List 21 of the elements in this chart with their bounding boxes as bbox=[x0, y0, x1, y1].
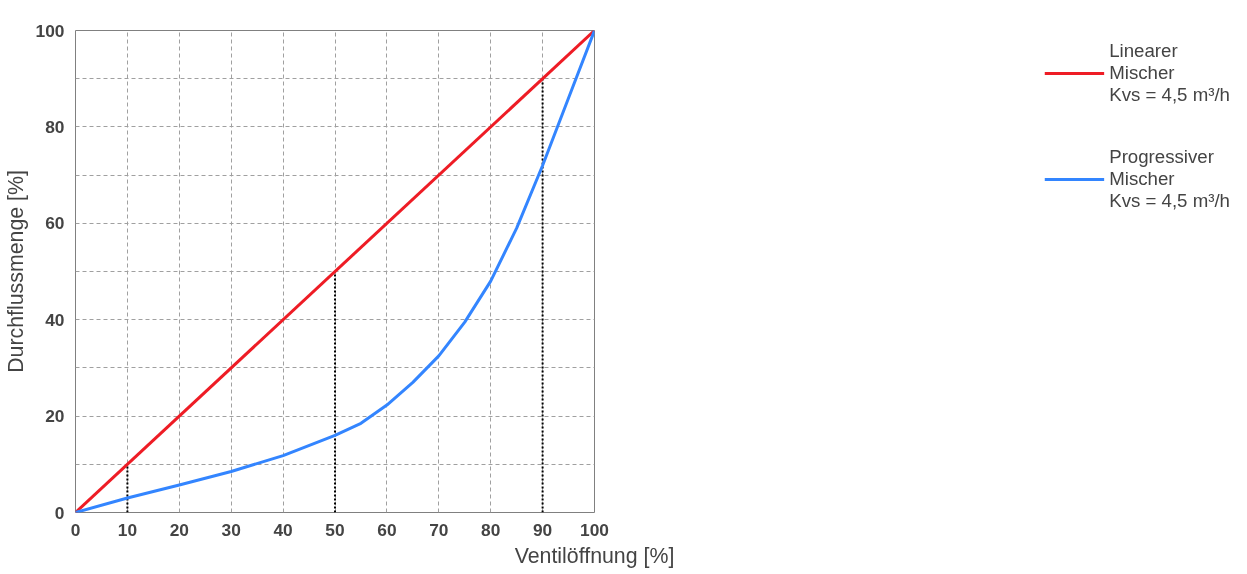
x-tick-label: 40 bbox=[273, 519, 293, 540]
x-axis-title: Ventilöffnung [%] bbox=[514, 543, 675, 568]
x-tick-label: 20 bbox=[169, 519, 189, 540]
x-tick-label: 70 bbox=[429, 519, 449, 540]
x-tick-label: 0 bbox=[70, 519, 81, 540]
y-tick-label: 80 bbox=[45, 116, 65, 137]
y-tick-label: 40 bbox=[45, 309, 65, 330]
x-tick-label: 30 bbox=[221, 519, 241, 540]
y-tick-label: 60 bbox=[45, 213, 65, 234]
legend-label: Linearer Mischer Kvs = 4,5 m³/h bbox=[1109, 40, 1230, 106]
y-tick-label: 20 bbox=[45, 406, 65, 427]
y-axis-title: Durchflussmenge [%] bbox=[3, 170, 28, 373]
x-tick-label: 100 bbox=[580, 519, 609, 540]
x-tick-label: 90 bbox=[532, 519, 553, 540]
legend-label: Progressiver Mischer Kvs = 4,5 m³/h bbox=[1109, 146, 1230, 212]
x-tick-label: 80 bbox=[481, 519, 501, 540]
x-tick-label: 10 bbox=[117, 519, 138, 540]
x-tick-label: 60 bbox=[377, 519, 397, 540]
y-tick-label: 0 bbox=[54, 502, 65, 523]
y-tick-label: 100 bbox=[35, 20, 65, 41]
x-tick-label: 50 bbox=[325, 519, 345, 540]
